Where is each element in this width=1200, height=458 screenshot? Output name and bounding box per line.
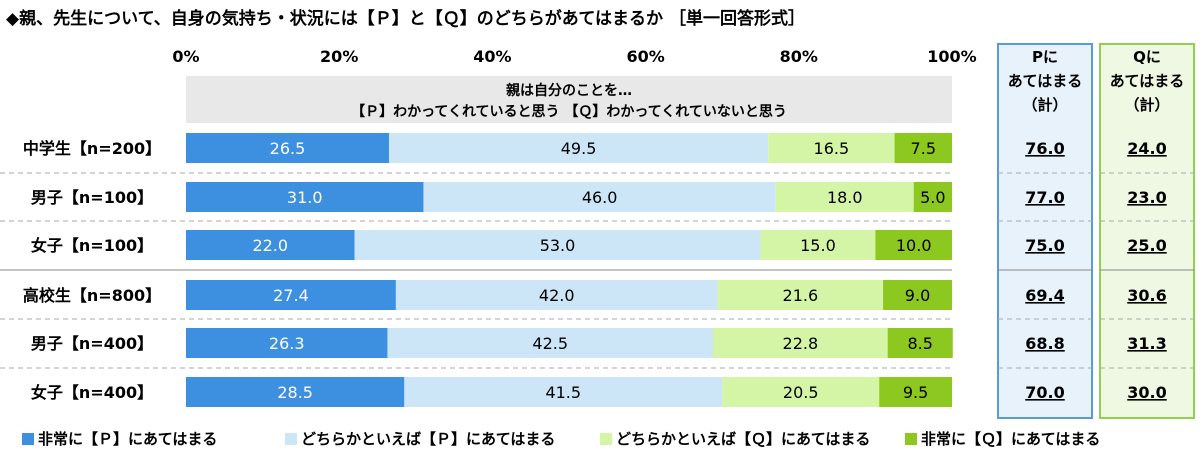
- bar-value-label: 16.5: [814, 139, 850, 158]
- summary-value: 23.0: [1127, 188, 1166, 207]
- bar-segment: [186, 280, 396, 310]
- x-tick-label: 40%: [473, 47, 511, 66]
- bar-segment: [775, 182, 914, 212]
- summary-value: 30.0: [1127, 383, 1166, 402]
- row-label: 女子【n=100】: [31, 236, 153, 255]
- bar-segment: [717, 280, 884, 310]
- summary-column-header: Qに: [1133, 48, 1161, 66]
- summary-column-header: Pに: [1032, 48, 1058, 66]
- bar-value-label: 9.5: [903, 383, 928, 402]
- legend-swatch: [285, 433, 297, 445]
- row-label: 男子【n=400】: [31, 334, 153, 353]
- legend-label: 非常に【Ｐ】にあてはまる: [38, 430, 217, 448]
- bar-value-label: 10.0: [896, 236, 932, 255]
- summary-column-header: （計）: [1124, 96, 1169, 114]
- bar-segment: [395, 280, 718, 310]
- bar-value-label: 7.5: [911, 139, 936, 158]
- bar-value-label: 5.0: [920, 188, 945, 207]
- summary-value: 77.0: [1025, 188, 1064, 207]
- bar-segment: [713, 328, 888, 358]
- summary-column-box: [997, 43, 1093, 419]
- bar-segment: [423, 182, 776, 212]
- x-tick-label: 100%: [927, 47, 976, 66]
- bar-segment: [387, 328, 714, 358]
- summary-value: 70.0: [1025, 383, 1064, 402]
- bar-segment: [879, 377, 952, 407]
- bar-segment: [913, 182, 952, 212]
- summary-value: 30.6: [1127, 286, 1166, 305]
- bar-segment: [887, 328, 953, 358]
- bar-value-label: 53.0: [540, 236, 576, 255]
- bar-value-label: 26.5: [270, 139, 306, 158]
- bar-value-label: 9.0: [905, 286, 930, 305]
- bar-value-label: 41.5: [545, 383, 581, 402]
- plot-header-line: 親は自分のことを…: [506, 82, 632, 99]
- summary-column-header: あてはまる: [1008, 72, 1082, 90]
- bar-value-label: 15.0: [800, 236, 836, 255]
- bar-segment: [186, 133, 389, 163]
- bar-value-label: 46.0: [582, 188, 618, 207]
- summary-value: 25.0: [1127, 236, 1166, 255]
- legend-label: どちらかといえば【Ｐ】にあてはまる: [301, 430, 555, 448]
- bar-value-label: 18.0: [827, 188, 863, 207]
- legend-swatch: [905, 433, 917, 445]
- bar-value-label: 28.5: [277, 383, 313, 402]
- bar-segment: [760, 230, 876, 260]
- bar-segment: [354, 230, 761, 260]
- plot-header-line: 【Ｐ】わかってくれていると思う 【Ｑ】わかってくれていないと思う: [351, 104, 787, 120]
- x-tick-label: 20%: [320, 47, 358, 66]
- summary-value: 31.3: [1127, 334, 1166, 353]
- bar-value-label: 22.0: [252, 236, 288, 255]
- plot-header-band: [186, 76, 952, 123]
- bar-segment: [722, 377, 880, 407]
- summary-column-header: （計）: [1022, 96, 1067, 114]
- x-tick-label: 80%: [780, 47, 818, 66]
- bar-value-label: 42.0: [539, 286, 575, 305]
- row-label: 高校生【n=800】: [23, 286, 161, 305]
- legend-swatch: [22, 433, 34, 445]
- bar-value-label: 26.3: [269, 334, 305, 353]
- summary-value: 69.4: [1025, 286, 1064, 305]
- summary-value: 24.0: [1127, 139, 1166, 158]
- bar-value-label: 8.5: [907, 334, 932, 353]
- summary-value: 76.0: [1025, 139, 1064, 158]
- row-label: 女子【n=400】: [31, 383, 153, 402]
- chart-title: ◆親、先生について、自身の気持ち・状況には【Ｐ】と【Ｑ】のどちらがあてはまるか …: [6, 8, 805, 29]
- bar-value-label: 20.5: [783, 383, 819, 402]
- summary-column-header: あてはまる: [1110, 72, 1184, 90]
- bar-value-label: 22.8: [783, 334, 819, 353]
- summary-column-box: [1099, 43, 1195, 419]
- bar-segment: [186, 377, 405, 407]
- summary-value: 68.8: [1025, 334, 1064, 353]
- bar-value-label: 27.4: [273, 286, 309, 305]
- bar-segment: [894, 133, 952, 163]
- bar-segment: [875, 230, 952, 260]
- bar-segment: [883, 280, 952, 310]
- summary-value: 75.0: [1025, 236, 1064, 255]
- bar-value-label: 21.6: [783, 286, 819, 305]
- bar-segment: [186, 230, 355, 260]
- bar-segment: [388, 133, 769, 163]
- bar-segment: [186, 182, 424, 212]
- bar-segment: [186, 328, 388, 358]
- bar-value-label: 49.5: [561, 139, 597, 158]
- row-label: 男子【n=100】: [31, 188, 153, 207]
- bar-value-label: 42.5: [532, 334, 568, 353]
- bar-segment: [404, 377, 723, 407]
- x-tick-label: 60%: [626, 47, 664, 66]
- legend-label: どちらかといえば【Ｑ】にあてはまる: [616, 430, 870, 448]
- legend-label: 非常に【Ｑ】にあてはまる: [921, 430, 1100, 448]
- legend-swatch: [600, 433, 612, 445]
- bar-segment: [768, 133, 895, 163]
- x-tick-label: 0%: [172, 47, 199, 66]
- row-label: 中学生【n=200】: [23, 139, 161, 158]
- bar-value-label: 31.0: [287, 188, 323, 207]
